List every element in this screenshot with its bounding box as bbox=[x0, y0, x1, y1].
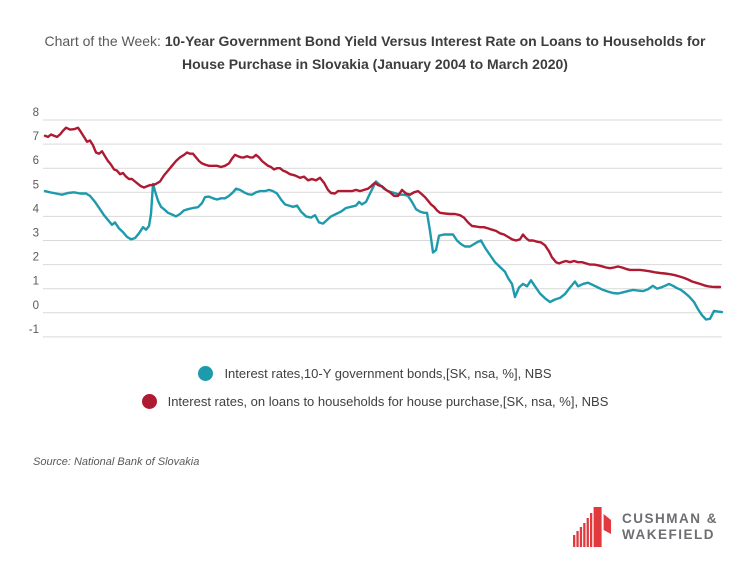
bond-yield-line bbox=[43, 180, 724, 321]
y-tick-label: -1 bbox=[29, 324, 39, 336]
chart-legend: Interest rates,10-Y government bonds,[SK… bbox=[0, 366, 750, 409]
cushman-wakefield-logo: CUSHMAN & WAKEFIELD bbox=[573, 506, 718, 548]
chart-title: Chart of the Week: 10-Year Government Bo… bbox=[25, 30, 725, 76]
legend-item-bond-yield: Interest rates,10-Y government bonds,[SK… bbox=[198, 366, 552, 381]
legend-dot-icon bbox=[141, 394, 157, 409]
y-tick-label: 1 bbox=[33, 276, 39, 288]
legend-label: Interest rates,10-Y government bonds,[SK… bbox=[224, 366, 552, 381]
y-tick-label: 4 bbox=[33, 203, 40, 215]
y-tick-label: 6 bbox=[33, 155, 39, 167]
logo-text-line2: WAKEFIELD bbox=[622, 527, 715, 542]
y-tick-label: 5 bbox=[33, 179, 39, 191]
loan-rate-line bbox=[43, 126, 722, 289]
y-tick-label: 3 bbox=[33, 228, 39, 240]
legend-item-loan-rate: Interest rates, on loans to households f… bbox=[141, 394, 609, 409]
logo-text-line1: CUSHMAN & bbox=[622, 511, 718, 526]
y-tick-label: 2 bbox=[33, 252, 39, 264]
legend-dot-icon bbox=[198, 366, 214, 381]
chart-title-prefix: Chart of the Week: bbox=[44, 33, 165, 49]
chart-title-main: 10-Year Government Bond Yield Versus Int… bbox=[164, 33, 706, 72]
y-tick-label: 8 bbox=[33, 107, 39, 119]
y-tick-label: 7 bbox=[33, 131, 39, 143]
building-bars-icon bbox=[573, 507, 611, 547]
source-note: Source: National Bank of Slovakia bbox=[33, 456, 200, 468]
y-tick-label: 0 bbox=[33, 300, 39, 312]
legend-label: Interest rates, on loans to households f… bbox=[167, 394, 609, 409]
logo-text: CUSHMAN & WAKEFIELD bbox=[622, 511, 718, 543]
